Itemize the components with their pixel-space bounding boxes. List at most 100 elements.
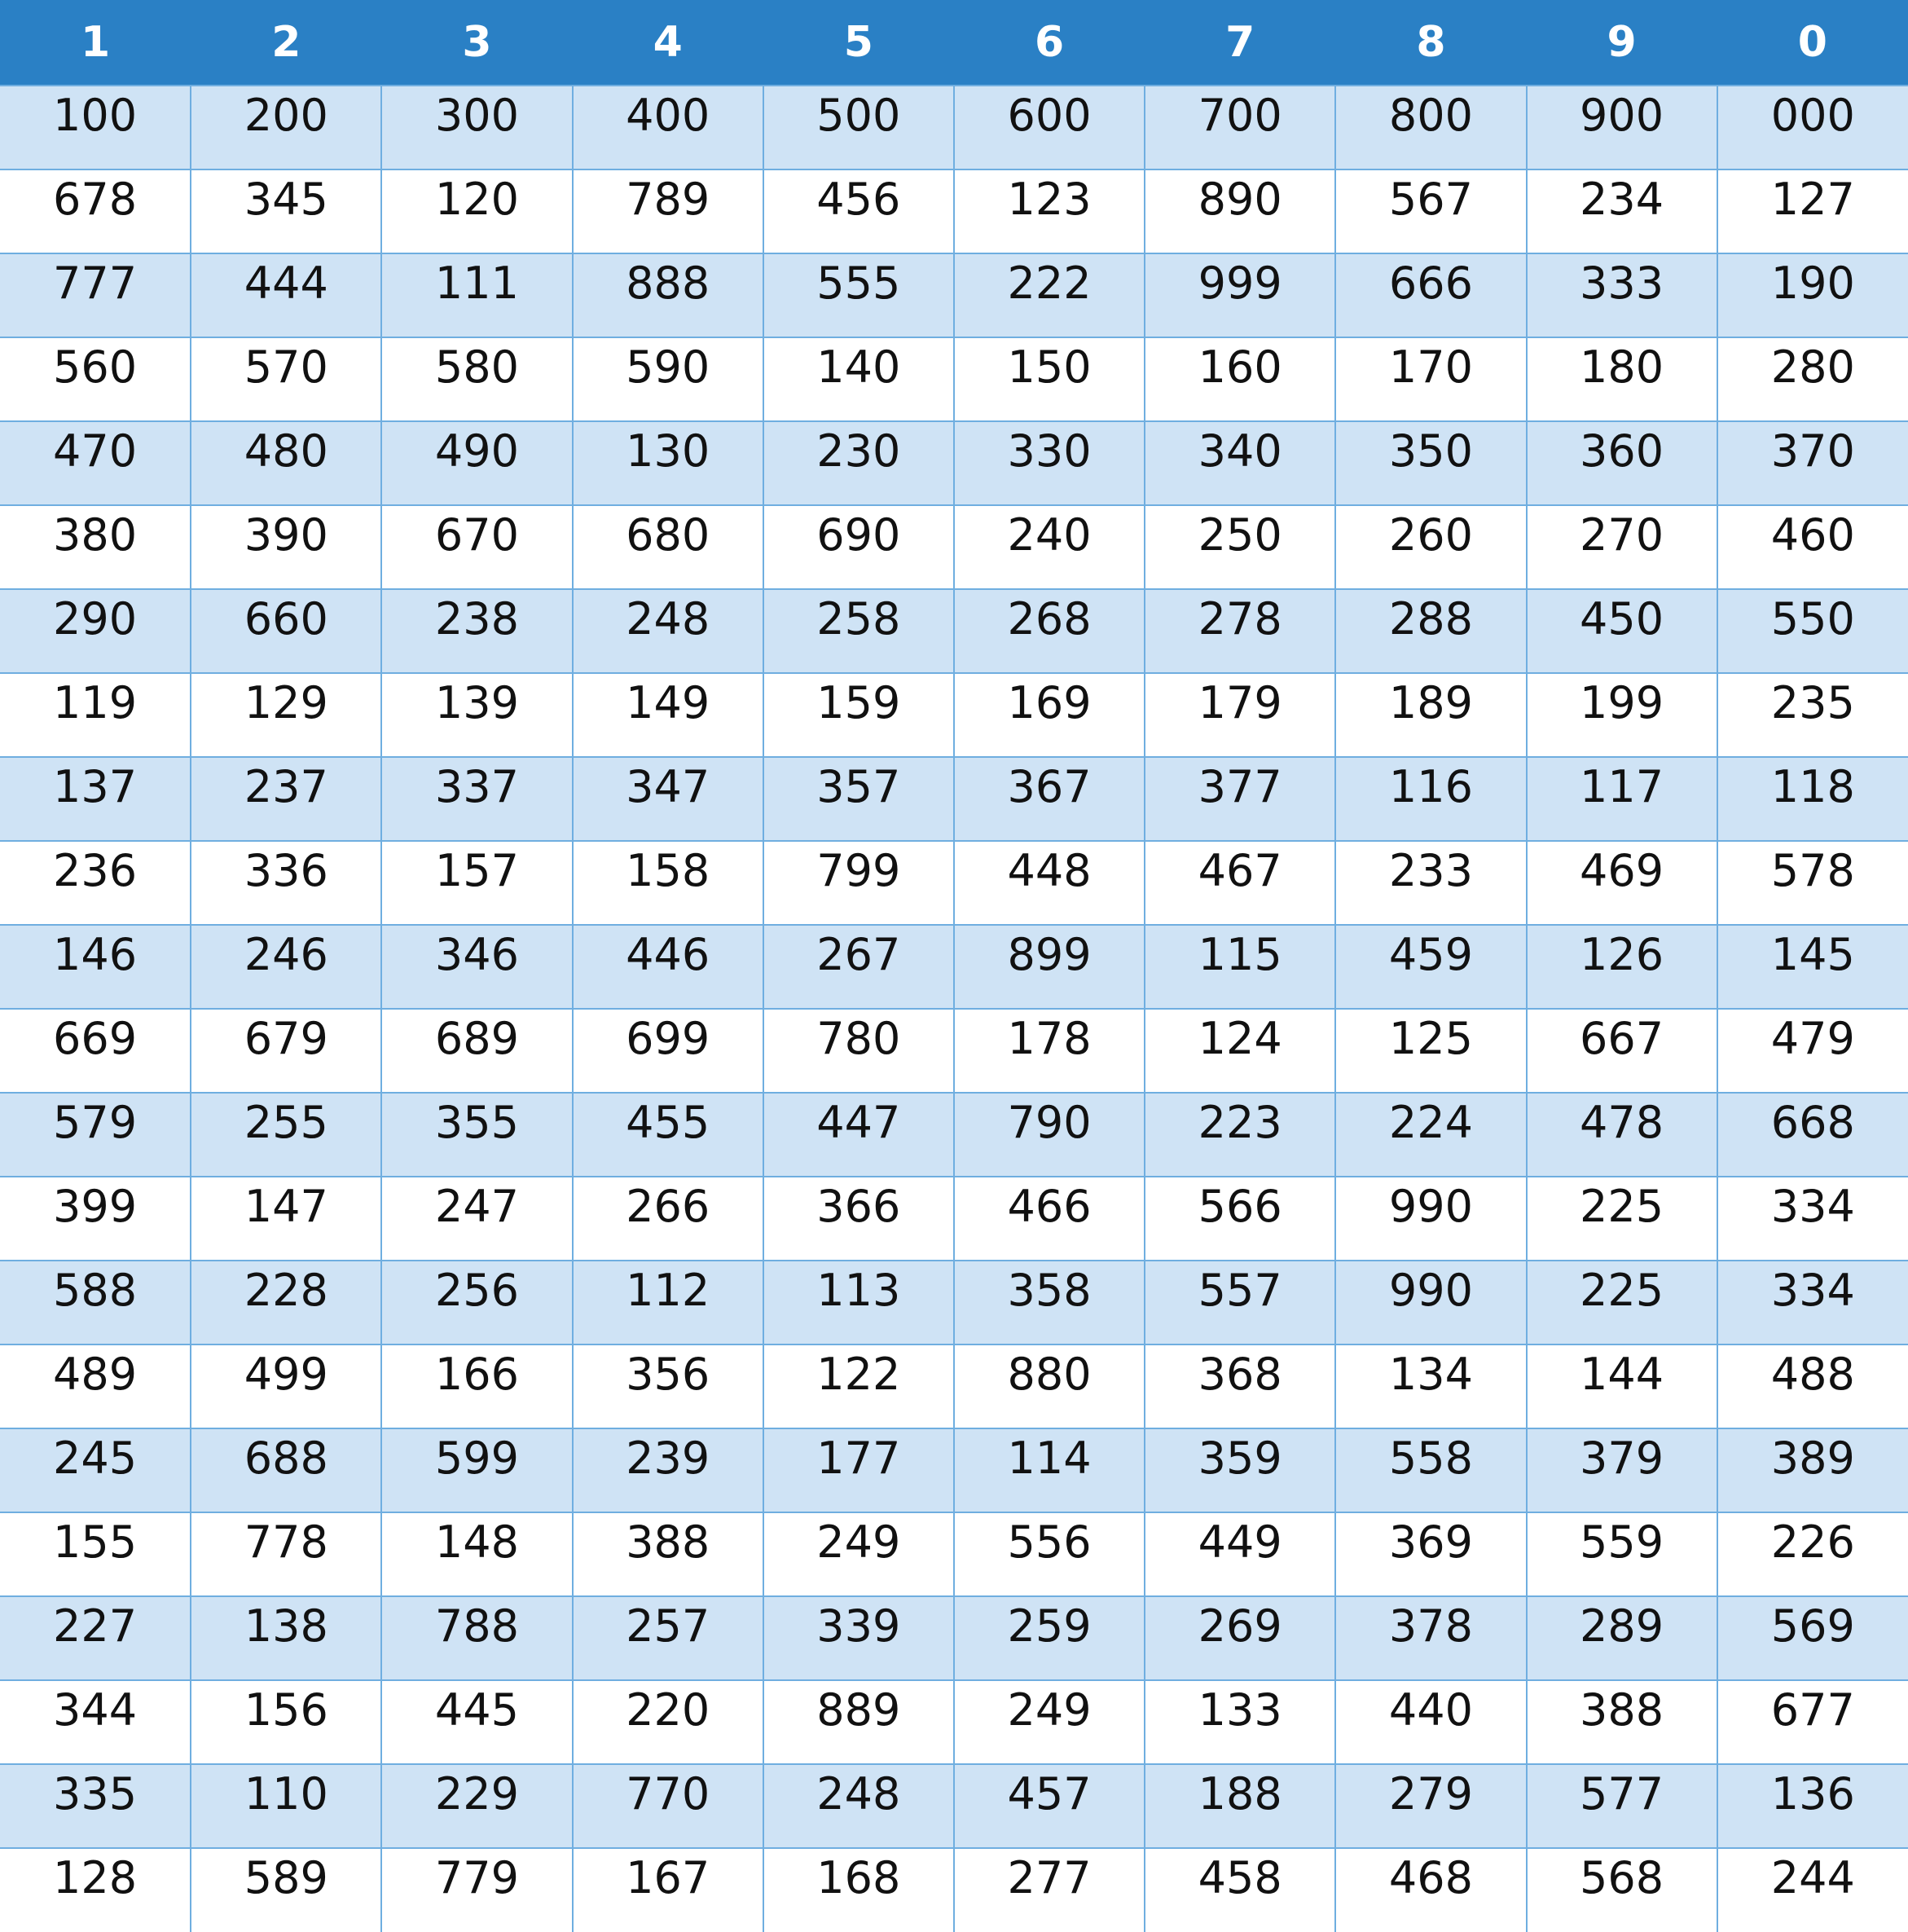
table-cell: 567 — [1334, 169, 1528, 254]
table-cell: 666 — [1334, 253, 1528, 338]
table-cell: 188 — [1144, 1763, 1337, 1849]
table-cell: 999 — [1144, 253, 1337, 338]
table-cell: 880 — [952, 1344, 1146, 1429]
table-cell: 469 — [1525, 840, 1718, 926]
table-cell: 499 — [190, 1344, 383, 1429]
table-cell: 677 — [1716, 1679, 1908, 1765]
table-cell: 990 — [1334, 1260, 1528, 1345]
table-cell: 679 — [190, 1008, 383, 1094]
table-cell: 789 — [571, 169, 764, 254]
column-header: 8 — [1335, 0, 1527, 86]
table-cell: 122 — [762, 1344, 955, 1429]
table-cell: 168 — [762, 1847, 955, 1932]
table-cell: 120 — [380, 169, 574, 254]
table-cell: 247 — [380, 1176, 574, 1261]
table-cell: 112 — [571, 1260, 764, 1345]
table-cell: 470 — [0, 420, 192, 506]
table-cell: 257 — [571, 1595, 764, 1681]
table-row: 236 336 157 158 799 448 467 233 469 578 — [0, 840, 1908, 926]
table-cell: 566 — [1144, 1176, 1337, 1261]
table-cell: 456 — [762, 169, 955, 254]
table-cell: 260 — [1334, 504, 1528, 590]
table-cell: 249 — [952, 1679, 1146, 1765]
table-cell: 166 — [380, 1344, 574, 1429]
table-cell: 366 — [762, 1176, 955, 1261]
table-cell: 128 — [0, 1847, 192, 1932]
table-cell: 780 — [762, 1008, 955, 1094]
table-cell: 700 — [1144, 85, 1337, 170]
table-cell: 229 — [380, 1763, 574, 1849]
table-cell: 248 — [762, 1763, 955, 1849]
table-cell: 111 — [380, 253, 574, 338]
table-cell: 150 — [952, 337, 1146, 422]
table-cell: 100 — [0, 85, 192, 170]
table-cell: 466 — [952, 1176, 1146, 1261]
column-header: 4 — [572, 0, 763, 86]
table-cell: 240 — [952, 504, 1146, 590]
table-cell: 899 — [952, 924, 1146, 1010]
table-cell: 144 — [1525, 1344, 1718, 1429]
table-cell: 446 — [571, 924, 764, 1010]
table-cell: 118 — [1716, 756, 1908, 842]
table-cell: 167 — [571, 1847, 764, 1932]
table-cell: 778 — [190, 1512, 383, 1597]
table-cell: 160 — [1144, 337, 1337, 422]
table-cell: 225 — [1525, 1260, 1718, 1345]
table-cell: 447 — [762, 1092, 955, 1177]
table-cell: 458 — [1144, 1847, 1337, 1932]
table-cell: 333 — [1525, 253, 1718, 338]
table-cell: 699 — [571, 1008, 764, 1094]
table-cell: 258 — [762, 588, 955, 674]
table-cell: 560 — [0, 337, 192, 422]
table-cell: 660 — [190, 588, 383, 674]
table-cell: 136 — [1716, 1763, 1908, 1849]
column-header: 9 — [1526, 0, 1717, 86]
table-cell: 550 — [1716, 588, 1908, 674]
table-cell: 334 — [1716, 1176, 1908, 1261]
table-cell: 270 — [1525, 504, 1718, 590]
table-cell: 680 — [571, 504, 764, 590]
table-cell: 678 — [0, 169, 192, 254]
table-cell: 690 — [762, 504, 955, 590]
table-cell: 368 — [1144, 1344, 1337, 1429]
table-cell: 177 — [762, 1428, 955, 1513]
table-cell: 367 — [952, 756, 1146, 842]
table-cell: 670 — [380, 504, 574, 590]
table-cell: 245 — [0, 1428, 192, 1513]
table-row: 669 679 689 699 780 178 124 125 667 479 — [0, 1008, 1908, 1094]
table-cell: 689 — [380, 1008, 574, 1094]
table-cell: 589 — [190, 1847, 383, 1932]
table-cell: 900 — [1525, 85, 1718, 170]
table-cell: 288 — [1334, 588, 1528, 674]
table-cell: 268 — [952, 588, 1146, 674]
table-cell: 259 — [952, 1595, 1146, 1681]
table-cell: 190 — [1716, 253, 1908, 338]
table-cell: 334 — [1716, 1260, 1908, 1345]
table-cell: 159 — [762, 672, 955, 758]
table-row: 155 778 148 388 249 556 449 369 559 226 — [0, 1512, 1908, 1597]
table-cell: 358 — [952, 1260, 1146, 1345]
table-cell: 222 — [952, 253, 1146, 338]
table-cell: 380 — [0, 504, 192, 590]
column-header: 6 — [953, 0, 1145, 86]
table-cell: 337 — [380, 756, 574, 842]
table-cell: 249 — [762, 1512, 955, 1597]
table-cell: 266 — [571, 1176, 764, 1261]
table-cell: 246 — [190, 924, 383, 1010]
table-cell: 220 — [571, 1679, 764, 1765]
table-cell: 770 — [571, 1763, 764, 1849]
table-cell: 146 — [0, 924, 192, 1010]
table-cell: 226 — [1716, 1512, 1908, 1597]
table-cell: 158 — [571, 840, 764, 926]
table-cell: 145 — [1716, 924, 1908, 1010]
table-cell: 577 — [1525, 1763, 1718, 1849]
table-cell: 129 — [190, 672, 383, 758]
table-cell: 889 — [762, 1679, 955, 1765]
table-cell: 489 — [0, 1344, 192, 1429]
table-cell: 444 — [190, 253, 383, 338]
table-row: 245 688 599 239 177 114 359 558 379 389 — [0, 1428, 1908, 1513]
table-cell: 389 — [1716, 1428, 1908, 1513]
table-cell: 224 — [1334, 1092, 1528, 1177]
table-row: 119 129 139 149 159 169 179 189 199 235 — [0, 672, 1908, 758]
